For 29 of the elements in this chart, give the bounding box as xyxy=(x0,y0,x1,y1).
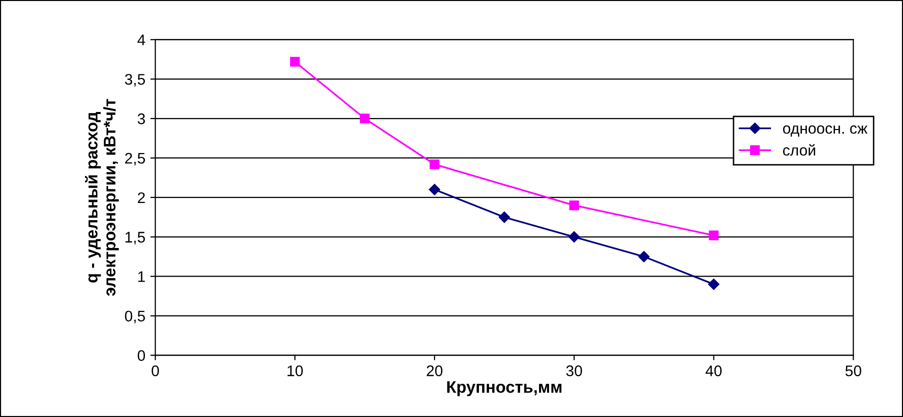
point xyxy=(428,184,440,196)
y-tick-label: 1 xyxy=(138,271,145,282)
point xyxy=(360,114,370,124)
y-tick-label: 1,5 xyxy=(126,232,145,244)
x-tick-label: 0 xyxy=(152,365,159,376)
legend-label: одноосн. сж xyxy=(783,125,868,137)
point xyxy=(498,212,510,223)
x-tick-label: 20 xyxy=(426,365,442,376)
point xyxy=(708,278,720,290)
point xyxy=(708,230,719,240)
x-tick-label: 10 xyxy=(288,365,303,376)
legend-label: слой xyxy=(783,144,816,156)
x-tick-label: 50 xyxy=(845,365,862,376)
point xyxy=(568,231,580,243)
point xyxy=(290,56,300,67)
y-axis-title: q - удельный расход электроэнергии, кВт*ч/т xyxy=(84,99,119,296)
y-tick-label: 2 xyxy=(138,192,145,203)
point xyxy=(638,251,650,262)
y-tick-label: 0,5 xyxy=(124,310,145,324)
y-tick-label: 4 xyxy=(137,34,146,46)
y-tick-label: 0 xyxy=(138,350,145,361)
y-tick-label: 3 xyxy=(138,113,145,124)
x-axis-title: Крупность,мм xyxy=(447,381,562,396)
y-tick-label: 2,5 xyxy=(125,152,145,166)
x-tick-label: 40 xyxy=(706,365,722,376)
point xyxy=(430,159,440,170)
y-tick-label: 3,5 xyxy=(124,74,145,87)
x-tick-label: 30 xyxy=(566,365,582,376)
point xyxy=(569,200,579,210)
